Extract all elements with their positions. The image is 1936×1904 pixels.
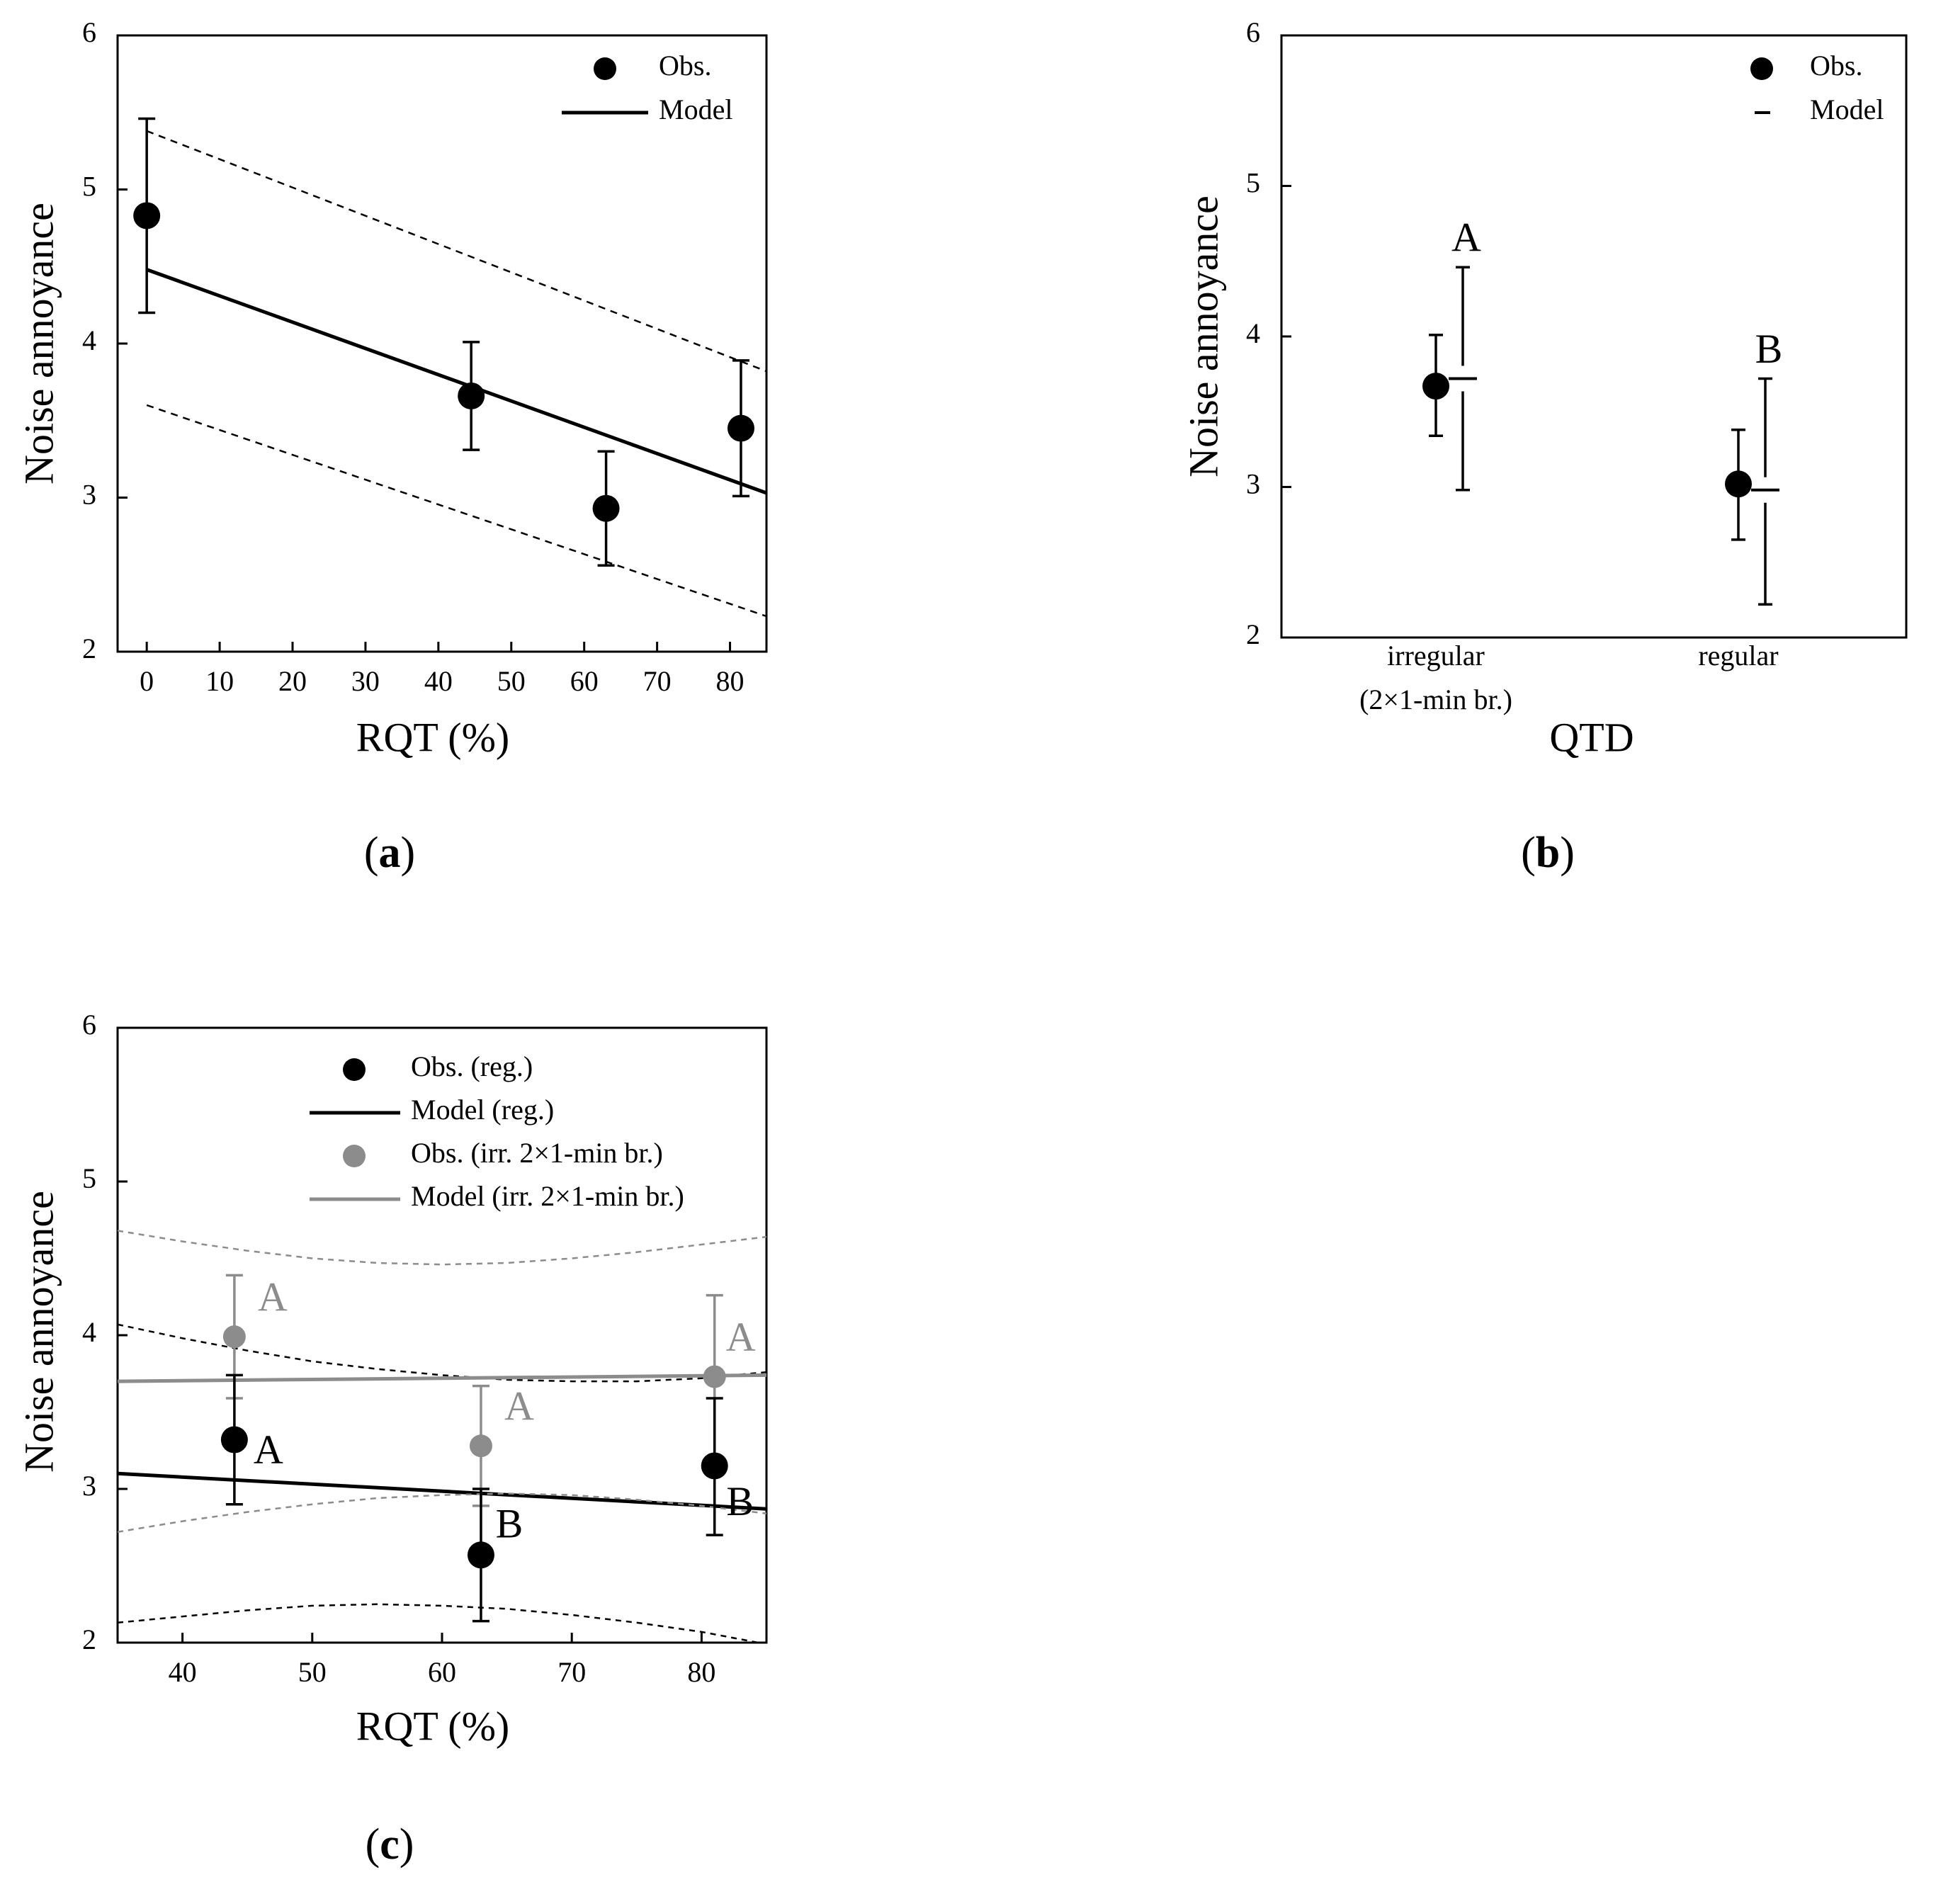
panel-c-xtick-label: 50 bbox=[298, 1656, 327, 1688]
panel-a-obs-point bbox=[133, 202, 161, 230]
panel-c-legend-model-irr-label: Model (irr. 2×1-min br.) bbox=[411, 1180, 684, 1212]
panel-a-obs-point bbox=[727, 414, 754, 442]
panel-c-ylabel: Noise annoyance bbox=[16, 1191, 62, 1473]
panel-a-model-line bbox=[146, 268, 767, 495]
panel-a-xtick-label: 70 bbox=[643, 665, 672, 697]
panel-a-ytick-label: 5 bbox=[82, 171, 96, 203]
panel-c-reg-ci-lower-line bbox=[118, 1603, 764, 1643]
panel-c-irr-model-line bbox=[118, 1373, 766, 1383]
panel-b-ytick-label: 2 bbox=[1246, 618, 1260, 650]
panel-a-ylabel: Noise annoyance bbox=[16, 203, 62, 484]
panel-c-legend-obs-irr-marker bbox=[343, 1145, 366, 1167]
panel-b-xlabel: QTD bbox=[1549, 714, 1634, 760]
panel-b-ytick-label: 3 bbox=[1246, 468, 1260, 500]
panel-a-xtick-label: 40 bbox=[424, 665, 453, 697]
panel-c-ytick-label: 2 bbox=[82, 1624, 96, 1655]
panel-b-legend-obs-marker bbox=[1750, 57, 1773, 80]
panel-c-panel-label-open: ( bbox=[366, 1820, 380, 1869]
panel-c-reg-obs-point bbox=[701, 1452, 728, 1480]
panel-c-irr-group-letter: A bbox=[726, 1314, 756, 1360]
panel-a-ci-upper-line bbox=[146, 130, 767, 373]
panel-c-panel-label-letter: c bbox=[380, 1820, 400, 1869]
panel-c-legend-obs-reg-marker bbox=[343, 1058, 366, 1081]
panel-c-xtick-label: 80 bbox=[687, 1656, 715, 1688]
panel-b-obs-point bbox=[1725, 470, 1752, 498]
panel-a-ytick-label: 6 bbox=[82, 16, 96, 48]
panel-b-panel-label-open: ( bbox=[1521, 829, 1536, 877]
panel-a-ytick-label: 2 bbox=[82, 633, 96, 664]
panel-b-legend-model-label: Model bbox=[1810, 94, 1884, 125]
panel-a-panel-label-close: ) bbox=[401, 829, 416, 877]
panel-c-reg-obs-point bbox=[220, 1426, 248, 1454]
panel-c-reg-model-line bbox=[118, 1471, 766, 1511]
panel-c-irr-group-letter: A bbox=[258, 1274, 288, 1320]
panel-a-xlabel: RQT (%) bbox=[356, 714, 509, 760]
panel-a-xtick-label: 80 bbox=[716, 665, 745, 697]
panel-c-ytick-label: 4 bbox=[82, 1316, 96, 1348]
panel-b-group-letter: A bbox=[1451, 215, 1481, 261]
panel-c-legend-model-reg-label: Model (reg.) bbox=[411, 1094, 554, 1126]
panel-c-ytick-label: 3 bbox=[82, 1470, 96, 1502]
panel-b-panel-label-close: ) bbox=[1560, 829, 1575, 877]
panel-c-xtick-label: 40 bbox=[169, 1656, 197, 1688]
panel-c-irr-ci-lower-line bbox=[118, 1492, 766, 1534]
panel-b-ytick-label: 4 bbox=[1246, 317, 1260, 349]
panel-c-xlabel: RQT (%) bbox=[356, 1703, 509, 1749]
panel-c-reg-group-letter: A bbox=[254, 1427, 283, 1473]
panel-c-reg-ci-upper-line bbox=[118, 1323, 766, 1383]
panel-b-axes-frame bbox=[1280, 34, 1908, 639]
panel-a-panel-label-open: ( bbox=[364, 829, 379, 877]
panel-c-plot-lines bbox=[118, 1230, 766, 1643]
panel-b-ylabel: Noise annoyance bbox=[1180, 196, 1226, 477]
panel-c-panel-label-close: ) bbox=[400, 1820, 414, 1869]
panel-c-panel-label: (c) bbox=[366, 1820, 414, 1869]
panel-a-xtick-label: 60 bbox=[570, 665, 599, 697]
panel-a-legend-obs-marker bbox=[594, 57, 616, 80]
panel-a-xtick-label: 30 bbox=[351, 665, 380, 697]
panel-a-obs-point bbox=[458, 382, 485, 409]
panel-c-irr-obs-point bbox=[703, 1365, 726, 1388]
panel-c-irr-ci-upper-line bbox=[118, 1230, 766, 1266]
panel-c-reg-group-letter: B bbox=[726, 1478, 754, 1524]
panel-b-category-label: irregular bbox=[1387, 640, 1485, 672]
panel-b-panel-label-letter: b bbox=[1536, 829, 1560, 877]
panel-a-axes-frame bbox=[116, 34, 768, 653]
panel-c-xtick-label: 60 bbox=[428, 1656, 456, 1688]
panel-a-legend-model-label: Model bbox=[659, 94, 732, 125]
panel-c-irr-group-letter: A bbox=[504, 1383, 534, 1429]
panel-a-ytick-label: 3 bbox=[82, 479, 96, 511]
panel-c-irr-obs-point bbox=[469, 1434, 492, 1458]
panel-b-panel-label: (b) bbox=[1521, 829, 1575, 877]
panel-c-reg-obs-point bbox=[467, 1541, 494, 1569]
panel-c-xtick-label: 70 bbox=[557, 1656, 586, 1688]
panel-a-xtick-label: 10 bbox=[205, 665, 234, 697]
panel-a-xtick-label: 20 bbox=[278, 665, 307, 697]
panel-b-ytick-label: 5 bbox=[1246, 167, 1260, 199]
panel-c-ytick-label: 6 bbox=[82, 1009, 96, 1041]
panel-b-obs-point bbox=[1422, 373, 1449, 400]
panel-a-legend-obs-label: Obs. bbox=[659, 50, 711, 81]
panel-b-category-sublabel: (2×1-min br.) bbox=[1359, 684, 1512, 715]
panel-a-ytick-label: 4 bbox=[82, 324, 96, 356]
panel-a-ci-lower-line bbox=[146, 404, 767, 618]
panel-a-panel-label: (a) bbox=[364, 829, 415, 877]
panel-b-ytick-label: 6 bbox=[1246, 16, 1260, 48]
panel-c-irr-obs-point bbox=[222, 1325, 246, 1349]
panel-b-group-letter: B bbox=[1755, 326, 1783, 372]
panel-c-chart: 2 3 4 5 6 40 50 60 70 80 A A A A B B Obs. (reg.) Model (r… bbox=[16, 1009, 768, 1869]
panel-a-obs-point bbox=[592, 494, 620, 522]
panel-c-reg-group-letter: B bbox=[496, 1501, 523, 1547]
panel-a-xtick-label: 50 bbox=[497, 665, 526, 697]
panel-b-chart: 2 3 4 5 6 irregular (2×1-min br.) regular A B Obs.… bbox=[1180, 16, 1908, 877]
panel-c-legend-obs-irr-label: Obs. (irr. 2×1-min br.) bbox=[411, 1137, 663, 1169]
panel-a-xtick-label: 0 bbox=[140, 665, 154, 697]
panel-b-category-label: regular bbox=[1698, 640, 1778, 672]
panel-b-legend-obs-label: Obs. bbox=[1810, 50, 1862, 81]
panel-a-panel-label-letter: a bbox=[379, 829, 401, 877]
panel-c-ytick-label: 5 bbox=[82, 1162, 96, 1194]
panel-c-legend-obs-reg-label: Obs. (reg.) bbox=[411, 1050, 533, 1082]
